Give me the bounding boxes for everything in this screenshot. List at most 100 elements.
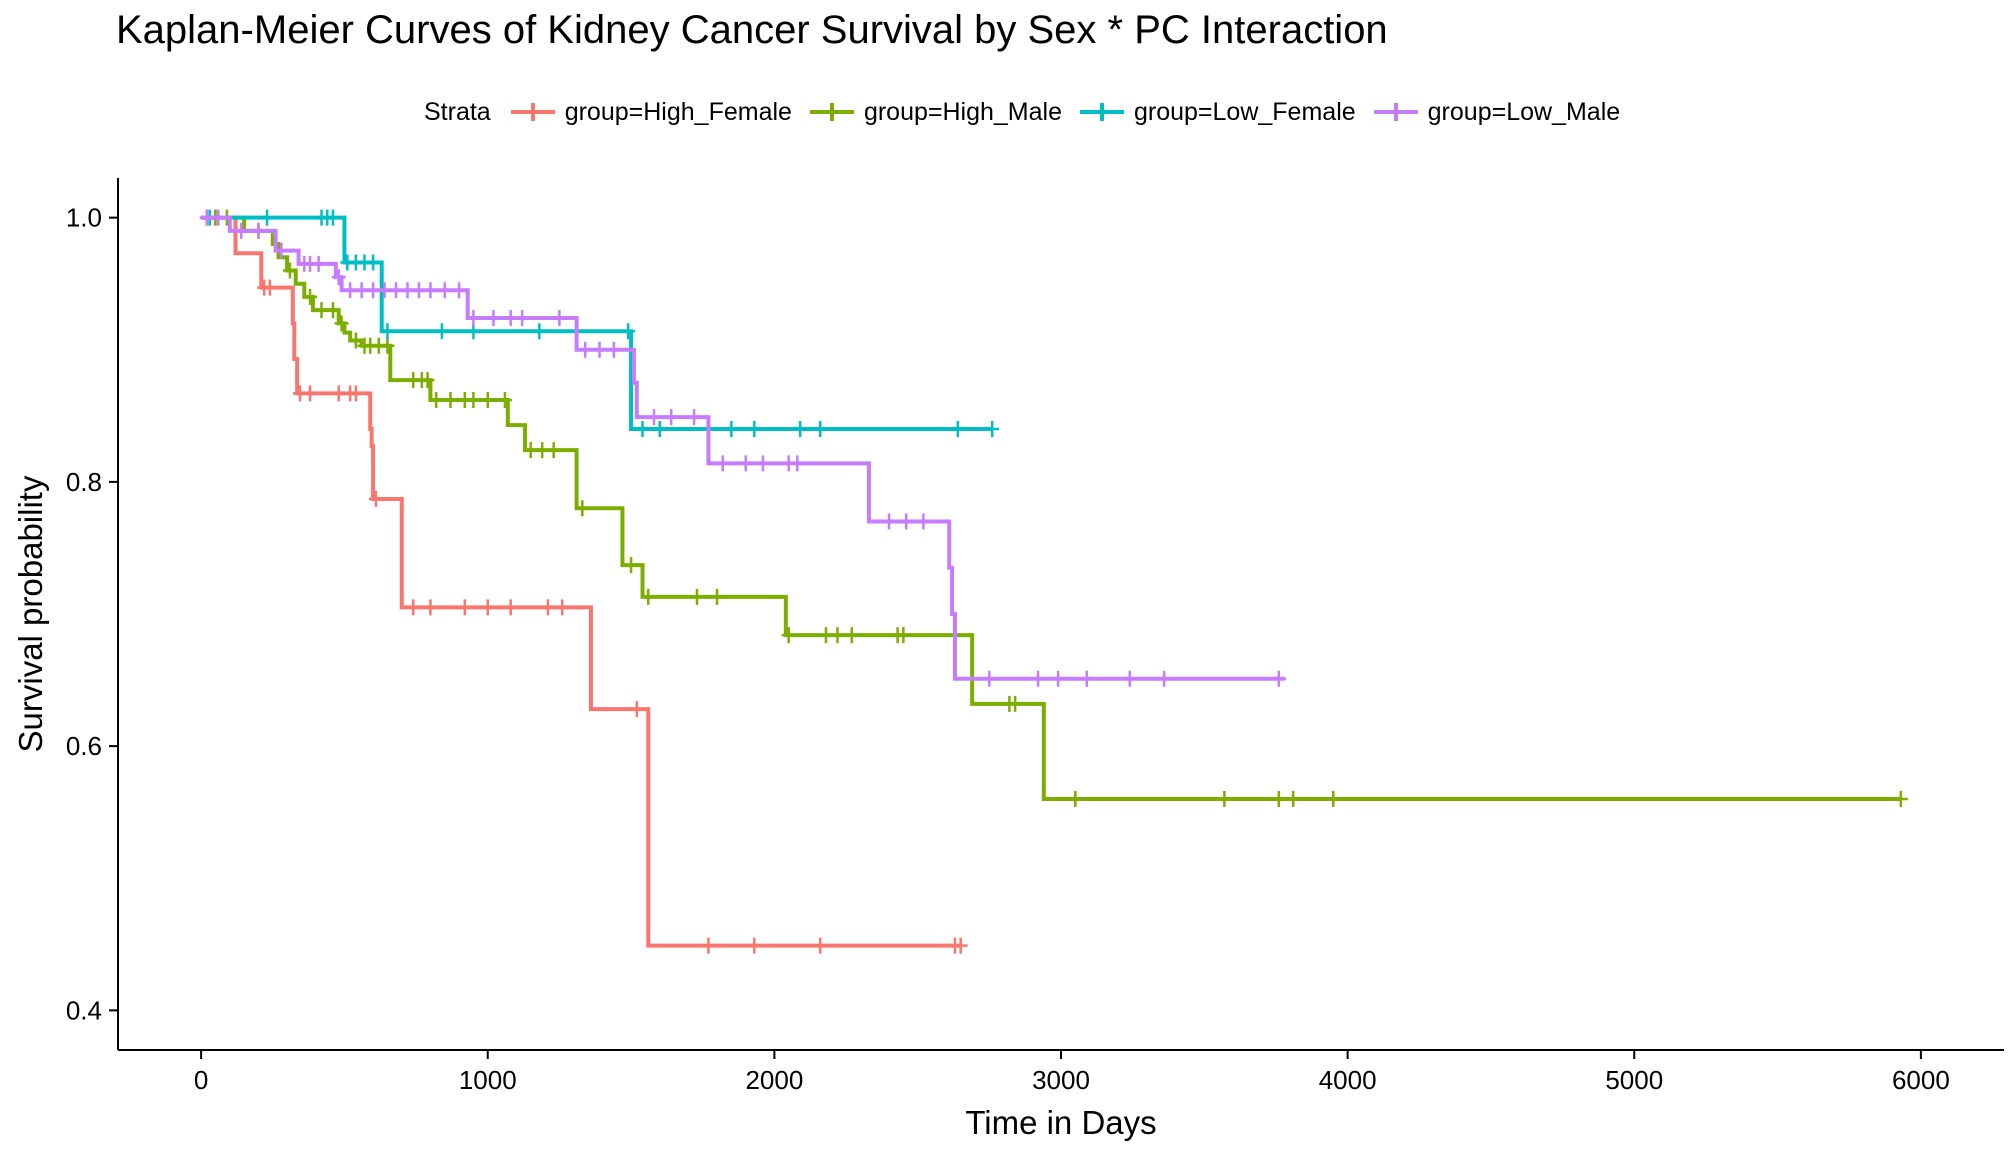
censor-mark <box>575 500 590 517</box>
legend-key-symbol <box>809 103 854 121</box>
censor-mark <box>1008 695 1023 712</box>
censor-mark <box>211 209 226 226</box>
censor-mark <box>982 670 997 687</box>
censor-mark <box>437 282 452 299</box>
censor-mark <box>899 513 914 530</box>
censor-mark <box>325 302 340 319</box>
censor-mark <box>331 269 346 286</box>
legend-label-low-male: group=Low_Male <box>1427 97 1621 126</box>
legend-item-low-female: group=Low_Female <box>1076 97 1356 127</box>
censor-mark <box>701 937 716 954</box>
legend-title: Strata <box>424 97 491 126</box>
legend-key-high-male <box>809 103 854 121</box>
censor-mark <box>515 310 530 327</box>
censor-mark <box>480 391 495 408</box>
censor-mark <box>1893 790 1908 807</box>
censor-mark <box>687 409 702 426</box>
censor-mark <box>1031 670 1046 687</box>
censor-mark <box>262 279 277 296</box>
censor-mark <box>423 599 438 616</box>
legend-label-high-male: group=High_Male <box>863 97 1062 126</box>
censor-mark <box>1068 790 1083 807</box>
survival-curve <box>201 215 1901 801</box>
censor-mark <box>1271 790 1286 807</box>
legend-label-high-female: group=High_Female <box>564 97 792 126</box>
censor-mark <box>503 599 518 616</box>
legend-item-high-female: group=High_Female <box>507 97 792 127</box>
censor-mark <box>606 341 621 358</box>
censor-mark <box>844 627 859 644</box>
censor-mark <box>646 409 661 426</box>
censor-mark <box>652 421 667 438</box>
censor-mark <box>738 455 753 472</box>
censor-mark <box>710 588 725 605</box>
censor-mark <box>552 310 567 327</box>
censor-mark <box>715 455 730 472</box>
survival-curve <box>201 215 961 948</box>
censor-mark <box>641 588 656 605</box>
censor-mark <box>755 455 770 472</box>
censor-mark <box>629 701 644 718</box>
censor-mark <box>282 262 297 279</box>
censor-mark <box>497 391 512 408</box>
censor-mark <box>1079 670 1094 687</box>
x-tick-label: 6000 <box>1892 1065 1950 1095</box>
x-axis-label: Time in Days <box>965 1104 1156 1141</box>
censor-mark <box>380 323 395 340</box>
censor-mark <box>1326 790 1341 807</box>
censor-mark <box>466 310 481 327</box>
y-tick-label: 0.8 <box>66 467 102 497</box>
x-tick-label: 2000 <box>745 1065 803 1095</box>
censor-mark <box>1051 670 1066 687</box>
censor-mark <box>985 421 1000 438</box>
censor-mark <box>882 513 897 530</box>
legend-key-low-female <box>1079 103 1124 121</box>
x-tick-label: 0 <box>194 1065 208 1095</box>
censor-mark <box>348 385 363 402</box>
series-low-male <box>199 209 1286 687</box>
censor-mark <box>303 288 318 305</box>
censor-mark <box>452 282 467 299</box>
censor-mark <box>724 421 739 438</box>
censor-mark <box>621 323 636 340</box>
censor-mark <box>813 421 828 438</box>
censor-mark <box>423 282 438 299</box>
legend-key-symbol <box>1079 103 1124 121</box>
censor-mark <box>1122 670 1137 687</box>
censor-mark <box>624 557 639 574</box>
y-axis-label: Survival probability <box>12 475 49 752</box>
x-tick-label: 4000 <box>1319 1065 1377 1095</box>
censor-mark <box>830 627 845 644</box>
censor-mark <box>896 627 911 644</box>
censor-mark <box>406 599 421 616</box>
censor-mark <box>466 391 481 408</box>
censor-mark <box>325 209 340 226</box>
censor-mark <box>540 599 555 616</box>
x-tick-label: 1000 <box>459 1065 517 1095</box>
x-tick-label: 5000 <box>1605 1065 1663 1095</box>
legend-key-high-female <box>510 103 555 121</box>
censor-mark <box>429 391 444 408</box>
censor-mark <box>380 337 395 354</box>
censor-mark <box>953 937 968 954</box>
censor-mark <box>747 421 762 438</box>
censor-mark <box>251 222 266 239</box>
censor-mark <box>311 255 326 272</box>
censor-mark <box>457 599 472 616</box>
legend-key-symbol <box>1373 103 1418 121</box>
chart-title: Kaplan-Meier Curves of Kidney Cancer Sur… <box>116 8 1388 52</box>
censor-mark <box>234 222 249 239</box>
survival-curve <box>201 215 993 432</box>
censor-mark <box>781 627 796 644</box>
censor-mark <box>348 332 363 349</box>
censor-mark <box>480 599 495 616</box>
legend-label-low-female: group=Low_Female <box>1133 97 1356 126</box>
censor-mark <box>689 588 704 605</box>
censor-mark <box>555 599 570 616</box>
censor-mark <box>592 341 607 358</box>
y-tick-label: 0.6 <box>66 731 102 761</box>
censor-mark <box>303 385 318 402</box>
legend: Strata group=High_Female group=High_Male… <box>424 92 1634 132</box>
censor-mark <box>434 323 449 340</box>
